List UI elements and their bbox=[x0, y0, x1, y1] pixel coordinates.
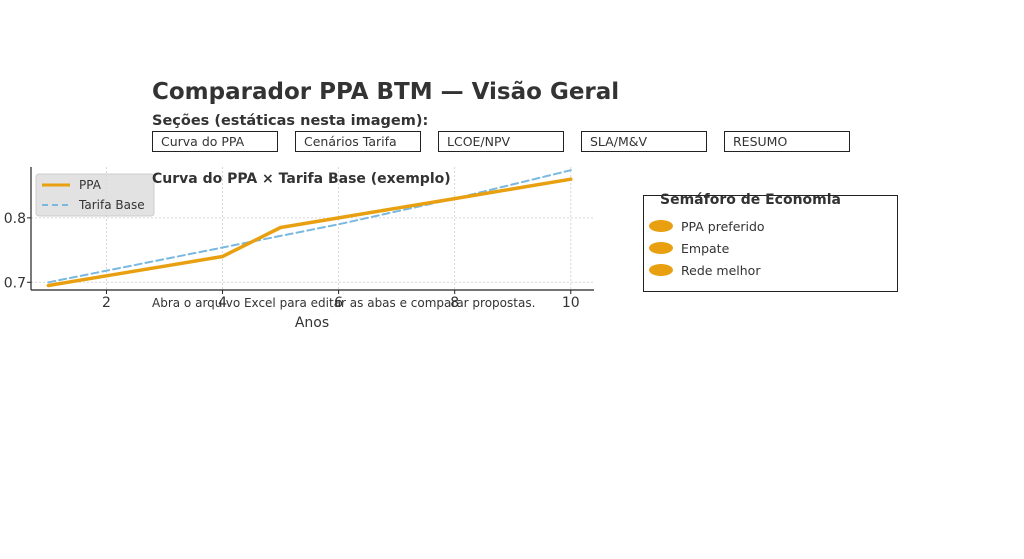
status-dot-icon bbox=[649, 242, 673, 254]
chart-grid bbox=[31, 167, 594, 290]
chart-axes bbox=[30, 167, 594, 291]
chart-ticks: 2 4 6 8 10 0.7 0.8 bbox=[4, 211, 580, 311]
ppa-tariff-line-chart: 2 4 6 8 10 0.7 0.8 Anos PPA Tarifa Base Curva … bbox=[4, 167, 594, 331]
semaforo-title: Semáforo de Economia bbox=[660, 192, 842, 208]
legend-label-tarifa-base: Tarifa Base bbox=[78, 198, 145, 212]
x-tick-label: 10 bbox=[562, 295, 580, 311]
page-title: Comparador PPA BTM — Visão Geral bbox=[152, 79, 620, 105]
chart-legend: PPA Tarifa Base bbox=[35, 173, 155, 217]
semaforo-item-label: Empate bbox=[681, 240, 730, 256]
x-axis-label: Anos bbox=[295, 315, 329, 331]
y-tick-label: 0.7 bbox=[4, 275, 26, 291]
y-tick-label: 0.8 bbox=[4, 211, 26, 227]
x-tick-label: 4 bbox=[218, 295, 227, 311]
semaforo-item-ppa-preferido: PPA preferido bbox=[649, 217, 765, 235]
series-line-tarifa-base bbox=[47, 169, 572, 284]
semaforo-item-label: PPA preferido bbox=[681, 218, 765, 234]
x-tick-label: 6 bbox=[334, 295, 343, 311]
sections-heading: Seções (estáticas nesta imagem): bbox=[152, 113, 429, 129]
status-dot-icon bbox=[649, 264, 673, 276]
chart-title: Curva do PPA × Tarifa Base (exemplo) bbox=[152, 171, 451, 187]
semaforo-item-label: Rede melhor bbox=[681, 262, 761, 278]
tab-cenarios-tarifa[interactable]: Cenários Tarifa bbox=[295, 131, 421, 152]
footnote-instructions: Abra o arquivo Excel para editar as abas… bbox=[152, 296, 536, 310]
x-tick-label: 8 bbox=[450, 295, 459, 311]
semaforo-item-rede-melhor: Rede melhor bbox=[649, 261, 760, 279]
semaforo-panel: Semáforo de Economia PPA preferido Empat… bbox=[643, 192, 898, 292]
semaforo-item-empate: Empate bbox=[649, 239, 729, 257]
tab-curva-do-ppa[interactable]: Curva do PPA bbox=[152, 131, 278, 152]
x-tick-label: 2 bbox=[102, 295, 111, 311]
status-dot-icon bbox=[649, 220, 673, 232]
tab-sla-mv[interactable]: SLA/M&V bbox=[581, 131, 707, 152]
legend-label-ppa: PPA bbox=[79, 178, 102, 192]
tab-resumo[interactable]: RESUMO bbox=[724, 131, 850, 152]
series-line-ppa bbox=[46, 177, 573, 288]
tab-lcoe-npv[interactable]: LCOE/NPV bbox=[438, 131, 564, 152]
chart-series bbox=[46, 169, 573, 288]
